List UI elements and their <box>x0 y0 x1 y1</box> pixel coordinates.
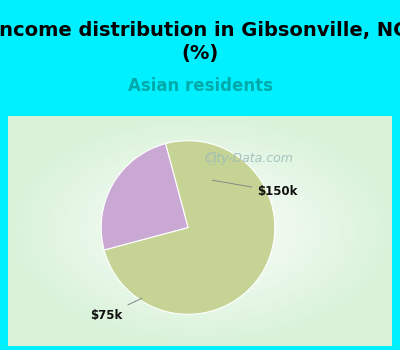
Text: $150k: $150k <box>212 180 298 198</box>
Wedge shape <box>101 144 188 250</box>
Text: Asian residents: Asian residents <box>128 77 272 95</box>
Text: $75k: $75k <box>90 298 142 322</box>
Text: ⦿: ⦿ <box>208 151 216 165</box>
Text: Income distribution in Gibsonville, NC
(%): Income distribution in Gibsonville, NC (… <box>0 21 400 63</box>
Wedge shape <box>104 141 275 314</box>
Text: City-Data.com: City-Data.com <box>204 152 293 164</box>
